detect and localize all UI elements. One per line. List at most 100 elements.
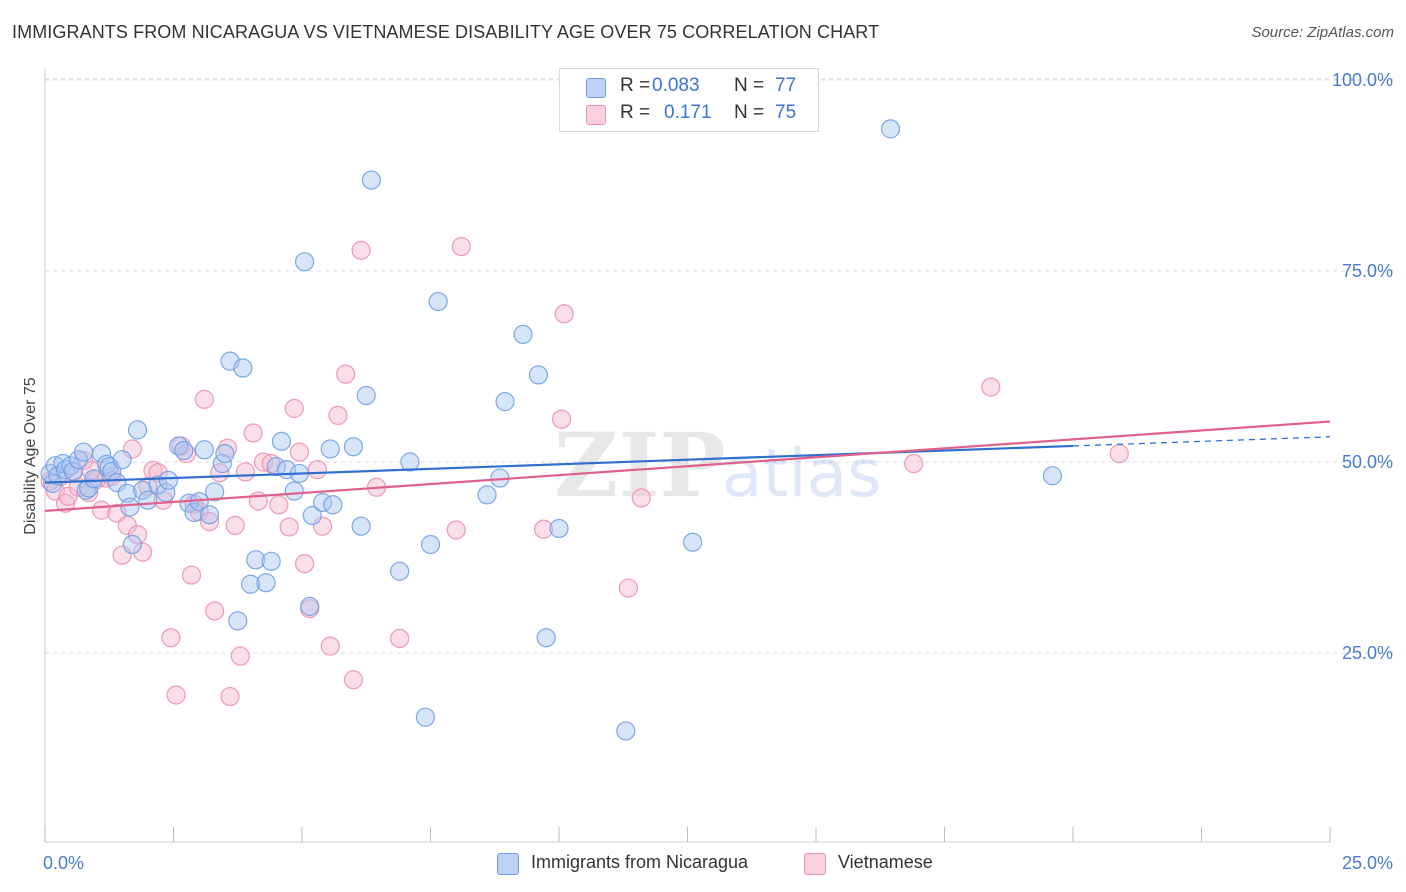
- nicaragua-point: [343, 437, 363, 457]
- nicaragua-point: [233, 358, 253, 378]
- nicaragua-point: [683, 532, 703, 552]
- legend-swatch-nicaragua: [586, 78, 606, 98]
- nicaragua-point: [390, 561, 410, 581]
- vietnamese-point: [904, 453, 924, 474]
- nicaragua-point: [320, 439, 340, 459]
- correlation-legend: R = 0.083 N = 77 R = 0.171 N = 75: [559, 68, 819, 132]
- nicaragua-point: [528, 365, 549, 385]
- nicaragua-point: [79, 478, 99, 498]
- nicaragua-points: [40, 119, 1063, 741]
- nicaragua-point: [148, 475, 168, 495]
- nicaragua-point: [228, 611, 248, 631]
- x-tick-label: 0.0%: [43, 853, 84, 873]
- vietnamese-point: [351, 240, 371, 260]
- nicaragua-point: [174, 440, 194, 461]
- vietnamese-point: [166, 685, 186, 705]
- bottom-legend-nicaragua: Immigrants from Nicaragua: [497, 852, 787, 876]
- nicaragua-point: [428, 291, 448, 312]
- vietnamese-point: [294, 554, 315, 574]
- nicaragua-point: [616, 721, 636, 741]
- vietnamese-point: [161, 628, 181, 648]
- nicaragua-point: [400, 452, 420, 472]
- nicaragua-point: [205, 482, 225, 502]
- source-label: Source: ZipAtlas.com: [1251, 24, 1394, 41]
- nicaragua-point: [61, 456, 81, 476]
- nicaragua-point: [179, 493, 199, 513]
- vietnamese-point: [153, 490, 173, 510]
- vietnamese-point: [554, 304, 574, 324]
- nicaragua-point: [194, 440, 214, 460]
- vietnamese-trend-line: [44, 420, 1331, 512]
- watermark: ZIP atlas: [554, 413, 882, 517]
- vietnamese-point: [631, 488, 651, 508]
- vietnamese-point: [390, 628, 410, 649]
- nicaragua-point: [184, 502, 204, 523]
- nicaragua-point: [356, 385, 376, 406]
- legend-n-label: N =: [734, 102, 765, 123]
- nicaragua-point: [294, 252, 315, 272]
- nicaragua-point: [549, 518, 569, 539]
- nicaragua-point: [133, 480, 153, 500]
- bottom-legend-label-vietnamese: Vietnamese: [838, 852, 933, 872]
- legend-n-value: 77: [775, 75, 797, 96]
- nicaragua-point: [361, 170, 381, 190]
- vietnamese-point: [253, 452, 274, 472]
- vietnamese-point: [289, 442, 310, 462]
- vietnamese-point: [446, 520, 466, 540]
- y-tick-label: 25.0%: [1342, 643, 1393, 663]
- nicaragua-point: [84, 469, 104, 489]
- legend-r-value: 0.083: [652, 75, 700, 96]
- y-tick-label: 50.0%: [1342, 452, 1393, 472]
- x-tick-label: 25.0%: [1342, 853, 1393, 873]
- nicaragua-point: [256, 573, 276, 593]
- chart-title: IMMIGRANTS FROM NICARAGUA VS VIETNAMESE …: [12, 22, 880, 42]
- nicaragua-point: [127, 420, 148, 440]
- nicaragua-point: [48, 466, 68, 486]
- vietnamese-point: [235, 462, 256, 482]
- watermark-atlas: atlas: [722, 435, 882, 512]
- vietnamese-point: [243, 423, 263, 443]
- vietnamese-point: [618, 578, 638, 598]
- nicaragua-point: [880, 119, 901, 139]
- vietnamese-point: [320, 636, 340, 656]
- vietnamese-points: [40, 236, 1129, 707]
- nicaragua-point: [158, 470, 178, 490]
- nicaragua-point: [199, 505, 220, 525]
- vietnamese-point: [533, 519, 554, 539]
- vietnamese-point: [284, 398, 304, 419]
- y-axis-label: Disability Age Over 75: [22, 377, 39, 535]
- nicaragua-point: [351, 516, 371, 536]
- bottom-legend-label-nicaragua: Immigrants from Nicaragua: [531, 852, 749, 872]
- bottom-legend-vietnamese: Vietnamese: [804, 852, 964, 876]
- vietnamese-point: [981, 377, 1001, 397]
- vietnamese-point: [551, 409, 572, 429]
- nicaragua-point: [241, 574, 261, 594]
- nicaragua-point: [55, 460, 76, 480]
- nicaragua-trend-line-extension: [1072, 436, 1331, 447]
- nicaragua-point: [271, 431, 292, 451]
- vietnamese-point: [127, 524, 148, 545]
- vietnamese-point: [133, 542, 153, 562]
- vietnamese-point: [230, 646, 250, 666]
- vietnamese-point: [328, 405, 348, 425]
- vietnamese-point: [199, 511, 220, 532]
- vietnamese-point: [1109, 443, 1129, 464]
- vietnamese-point: [279, 517, 299, 537]
- nicaragua-point: [477, 485, 497, 505]
- nicaragua-point: [495, 392, 515, 412]
- nicaragua-point: [215, 443, 235, 464]
- nicaragua-point: [513, 324, 533, 345]
- legend-r-label: R =: [620, 102, 651, 123]
- tick-labels: 25.0% 50.0% 75.0% 100.0% 0.0% 25.0%: [43, 70, 1393, 873]
- nicaragua-point: [300, 596, 320, 616]
- vietnamese-point: [451, 236, 471, 257]
- nicaragua-point: [112, 450, 132, 470]
- vietnamese-point: [181, 565, 202, 585]
- nicaragua-point: [1042, 466, 1063, 486]
- nicaragua-point: [63, 461, 83, 481]
- axes: [44, 68, 1331, 843]
- legend-n-label: N =: [734, 75, 765, 96]
- legend-swatch-vietnamese: [586, 105, 606, 125]
- vietnamese-point: [336, 364, 356, 384]
